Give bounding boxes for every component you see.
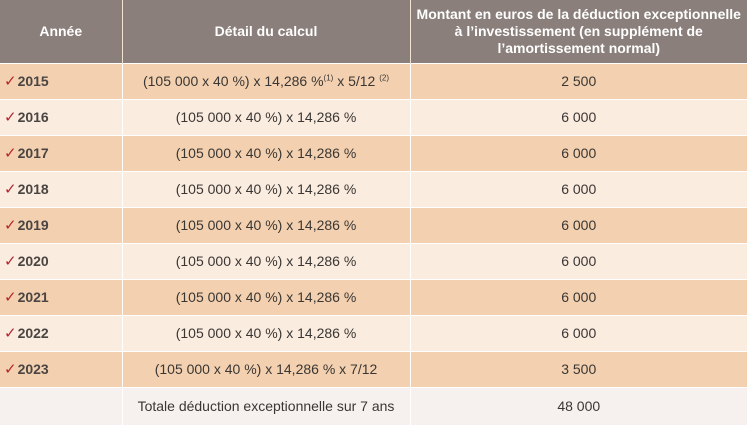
amount-cell: 6 000 — [410, 134, 747, 171]
calc-cell: (105 000 x 40 %) x 14,286 % — [122, 170, 411, 207]
year-value: 2015 — [17, 73, 49, 89]
total-amount: 48 000 — [410, 386, 747, 425]
calc-cell: (105 000 x 40 %) x 14,286 % — [122, 278, 411, 315]
year-value: 2016 — [17, 109, 49, 125]
year-cell: ✓2016 — [0, 98, 123, 135]
year-cell: ✓2020 — [0, 242, 123, 279]
year-value: 2020 — [17, 253, 49, 269]
table-row: ✓2022 (105 000 x 40 %) x 14,286 % 6 000 — [0, 314, 747, 351]
year-value: 2018 — [17, 181, 49, 197]
year-cell: ✓2017 — [0, 134, 123, 171]
table-row: ✓2018 (105 000 x 40 %) x 14,286 % 6 000 — [0, 170, 747, 207]
total-empty-cell — [0, 386, 123, 425]
amount-cell: 6 000 — [410, 170, 747, 207]
table-row: ✓2021 (105 000 x 40 %) x 14,286 % 6 000 — [0, 278, 747, 315]
year-value: 2019 — [17, 217, 49, 233]
calc-main: (105 000 x 40 %) x 14,286 % — [142, 73, 324, 89]
year-value: 2017 — [17, 145, 49, 161]
header-row: Année Détail du calcul Montant en euros … — [0, 0, 747, 63]
year-cell: ✓2019 — [0, 206, 123, 243]
calc-cell: (105 000 x 40 %) x 14,286 % — [122, 98, 411, 135]
header-calc: Détail du calcul — [122, 0, 411, 63]
table-row: ✓2016 (105 000 x 40 %) x 14,286 % 6 000 — [0, 98, 747, 135]
amount-cell: 6 000 — [410, 98, 747, 135]
footnote-ref-1: (1) — [323, 73, 334, 83]
header-amount: Montant en euros de la déduction excepti… — [410, 0, 747, 63]
amount-cell: 3 500 — [410, 350, 747, 387]
total-row: Totale déduction exceptionnelle sur 7 an… — [0, 386, 747, 425]
table-row: ✓2019 (105 000 x 40 %) x 14,286 % 6 000 — [0, 206, 747, 243]
table-row: ✓2017 (105 000 x 40 %) x 14,286 % 6 000 — [0, 134, 747, 171]
calc-cell: (105 000 x 40 %) x 14,286 % — [122, 242, 411, 279]
table-row: ✓2023 (105 000 x 40 %) x 14,286 % x 7/12… — [0, 350, 747, 387]
amount-cell: 6 000 — [410, 278, 747, 315]
amount-cell: 6 000 — [410, 206, 747, 243]
check-icon: ✓ — [4, 253, 17, 270]
check-icon: ✓ — [4, 145, 17, 162]
year-value: 2021 — [17, 289, 49, 305]
amount-cell: 6 000 — [410, 314, 747, 351]
amount-cell: 6 000 — [410, 242, 747, 279]
table-row: ✓2015 (105 000 x 40 %) x 14,286 %(1) x 5… — [0, 62, 747, 99]
check-icon: ✓ — [4, 325, 17, 342]
check-icon: ✓ — [4, 181, 17, 198]
check-icon: ✓ — [4, 361, 17, 378]
check-icon: ✓ — [4, 217, 17, 234]
footnote-ref-2: (2) — [379, 73, 390, 83]
year-value: 2022 — [17, 325, 49, 341]
amount-cell: 2 500 — [410, 62, 747, 99]
year-cell: ✓2015 — [0, 62, 123, 99]
year-cell: ✓2022 — [0, 314, 123, 351]
check-icon: ✓ — [4, 73, 17, 90]
calc-cell: (105 000 x 40 %) x 14,286 % — [122, 206, 411, 243]
check-icon: ✓ — [4, 289, 17, 306]
year-cell: ✓2018 — [0, 170, 123, 207]
calc-cell: (105 000 x 40 %) x 14,286 % — [122, 314, 411, 351]
calc-cell: (105 000 x 40 %) x 14,286 % x 7/12 — [122, 350, 411, 387]
year-cell: ✓2023 — [0, 350, 123, 387]
year-cell: ✓2021 — [0, 278, 123, 315]
year-value: 2023 — [17, 361, 49, 377]
total-label: Totale déduction exceptionnelle sur 7 an… — [122, 386, 411, 425]
check-icon: ✓ — [4, 109, 17, 126]
calc-cell: (105 000 x 40 %) x 14,286 %(1) x 5/12 (2… — [122, 62, 411, 99]
calc-mid: x 5/12 — [333, 73, 380, 89]
header-year: Année — [0, 0, 123, 63]
table-row: ✓2020 (105 000 x 40 %) x 14,286 % 6 000 — [0, 242, 747, 279]
calc-cell: (105 000 x 40 %) x 14,286 % — [122, 134, 411, 171]
